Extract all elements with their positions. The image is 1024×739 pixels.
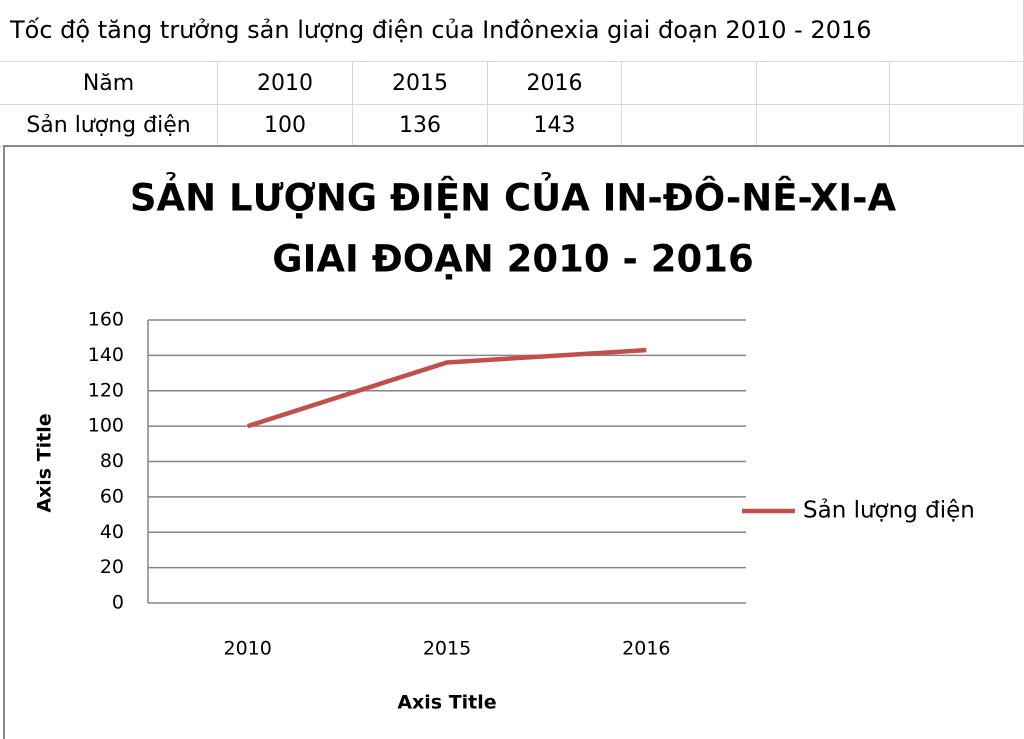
y-axis-title: Axis Title — [34, 413, 56, 512]
y-tick-label: 140 — [88, 344, 124, 366]
y-tick-label: 100 — [88, 415, 124, 437]
table-cell[interactable]: 143 — [488, 105, 622, 147]
table-cell[interactable] — [622, 62, 757, 105]
x-axis-title: Axis Title — [397, 692, 496, 714]
y-tick-label: 80 — [100, 450, 124, 472]
chart-title: SẢN LƯỢNG ĐIỆN CỦA IN-ĐÔ-NÊ-XI-A — [130, 172, 897, 220]
table-cell[interactable]: 2016 — [488, 62, 622, 105]
table-cell[interactable] — [757, 62, 890, 105]
table-cell[interactable]: Năm — [0, 62, 218, 105]
x-tick-label: 2016 — [622, 638, 670, 660]
chart-area — [3, 145, 1024, 739]
y-tick-label: 0 — [112, 592, 124, 614]
chart-subtitle: GIAI ĐOẠN 2010 - 2016 — [272, 238, 753, 281]
x-tick-label: 2015 — [423, 638, 471, 660]
y-tick-label: 160 — [88, 309, 124, 331]
x-tick-label: 2010 — [223, 638, 271, 660]
y-tick-label: 20 — [100, 556, 124, 578]
legend-label: Sản lượng điện — [803, 498, 975, 524]
data-line — [246, 347, 647, 429]
y-tick-label: 120 — [88, 379, 124, 401]
y-tick-label: 60 — [100, 485, 124, 507]
y-tick-label: 40 — [100, 521, 124, 543]
table-cell[interactable]: 2015 — [353, 62, 488, 105]
sheet-caption: Tốc độ tăng trưởng sản lượng điện của In… — [10, 16, 872, 44]
table-cell[interactable]: 2010 — [218, 62, 353, 105]
